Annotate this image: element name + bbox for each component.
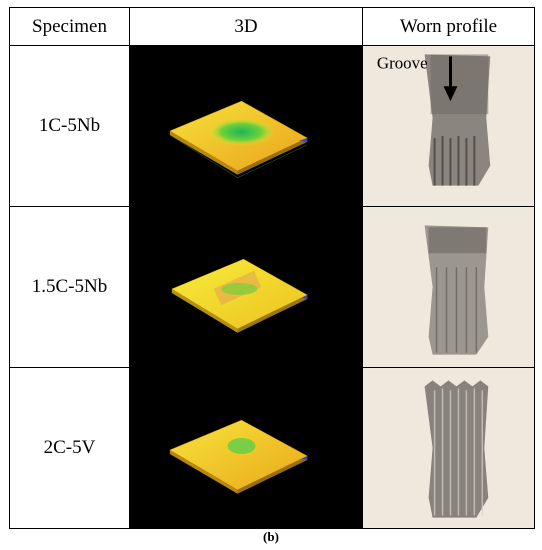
table-row: 1.5C-5Nb	[9, 206, 535, 368]
surface-3d-plot	[169, 419, 308, 494]
header-3d: 3D	[129, 7, 363, 46]
worn-profile-image: Groove	[362, 45, 535, 207]
surface-3d-image	[129, 206, 363, 368]
surface-3d-image	[129, 367, 363, 529]
specimen-label: 1C-5Nb	[9, 45, 130, 207]
header-specimen: Specimen	[9, 7, 130, 46]
surface-3d-image	[129, 45, 363, 207]
header-worn-profile: Worn profile	[362, 7, 535, 46]
figure-caption: (b)	[263, 529, 279, 544]
table-row: 2C-5V	[9, 367, 535, 529]
table-row: 1C-5Nb	[9, 45, 535, 207]
worn-profile-micrograph: Groove	[363, 46, 534, 206]
specimen-label: 1.5C-5Nb	[9, 206, 130, 368]
specimen-label: 2C-5V	[9, 367, 130, 529]
surface-3d-plot	[171, 258, 308, 333]
groove-label: Groove	[377, 53, 428, 72]
worn-profile-micrograph	[363, 207, 534, 367]
worn-profile-image	[362, 367, 535, 529]
surface-3d-plot	[169, 100, 308, 179]
header-row: Specimen 3D Worn profile	[9, 7, 535, 46]
worn-profile-image	[362, 206, 535, 368]
groove-arrow-head	[443, 86, 458, 102]
figure-table: Specimen 3D Worn profile 1C-5Nb	[9, 7, 535, 529]
worn-profile-micrograph	[363, 368, 534, 528]
